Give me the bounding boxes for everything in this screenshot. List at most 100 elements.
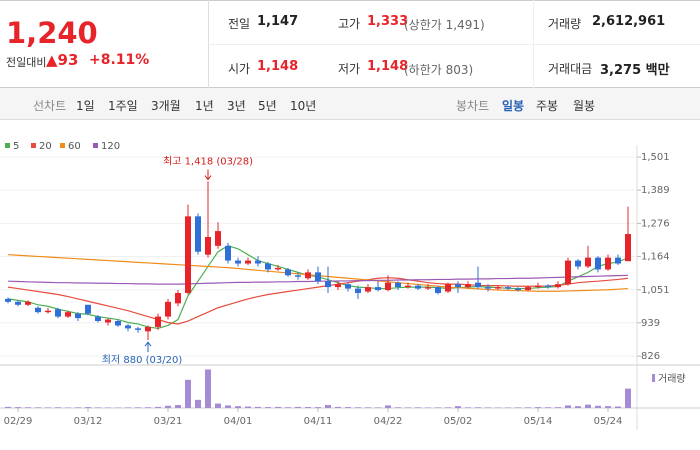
volume-bar bbox=[425, 407, 431, 408]
candle-body bbox=[615, 257, 621, 264]
candle-period-button[interactable]: 월봉 bbox=[573, 99, 596, 113]
volume-bar bbox=[245, 406, 251, 408]
candle-body bbox=[55, 309, 61, 317]
volume-bar bbox=[145, 407, 151, 408]
header bbox=[0, 0, 700, 88]
volume-bar bbox=[595, 405, 601, 408]
candle-body bbox=[565, 260, 571, 285]
change: ▲93 bbox=[46, 51, 79, 69]
volume-bar bbox=[395, 407, 401, 408]
x-tick-label: 04/11 bbox=[304, 416, 333, 427]
volume-bar bbox=[625, 388, 631, 408]
candle-body bbox=[335, 284, 341, 288]
candle-body bbox=[275, 267, 281, 270]
volume-bar bbox=[255, 406, 261, 408]
toolbar bbox=[0, 88, 700, 120]
candle-body bbox=[495, 287, 501, 289]
candle-body bbox=[25, 301, 31, 305]
candle-body bbox=[545, 285, 551, 288]
stat-value: 1,147 bbox=[257, 14, 299, 29]
volume-bar bbox=[155, 406, 161, 408]
candle-period-button[interactable]: 일봉 bbox=[502, 99, 525, 113]
volume-bar bbox=[105, 407, 111, 408]
candle-body bbox=[345, 284, 351, 289]
candle-body bbox=[265, 263, 271, 270]
x-tick-label: 03/21 bbox=[154, 416, 183, 427]
candle-body bbox=[325, 281, 331, 288]
candle-body bbox=[155, 316, 161, 327]
candle-period-button[interactable]: 주봉 bbox=[536, 99, 559, 113]
toolbar-label: 봉차트 bbox=[456, 99, 490, 113]
volume-bar bbox=[225, 405, 231, 408]
volume-bar bbox=[565, 405, 571, 408]
candle-body bbox=[285, 269, 291, 276]
candle-body bbox=[95, 316, 101, 322]
candle-body bbox=[85, 304, 91, 314]
candle-body bbox=[15, 301, 21, 305]
candle-body bbox=[575, 260, 581, 267]
candle-body bbox=[465, 284, 471, 288]
legend-swatch bbox=[60, 143, 65, 148]
candle-body bbox=[485, 287, 491, 289]
volume-bar bbox=[445, 407, 451, 408]
candle-body bbox=[235, 260, 241, 264]
volume-bar bbox=[485, 407, 491, 408]
volume-bar bbox=[275, 406, 281, 408]
x-tick-label: 03/12 bbox=[74, 416, 103, 427]
x-tick-label: 05/24 bbox=[594, 416, 623, 427]
period-button[interactable]: 3개월 bbox=[151, 99, 181, 113]
period-button[interactable]: 1일 bbox=[76, 99, 95, 113]
candle-body bbox=[355, 288, 361, 294]
volume-bar bbox=[295, 406, 301, 408]
legend-swatch bbox=[31, 143, 36, 148]
volume-bar bbox=[15, 407, 21, 408]
volume-bar bbox=[555, 407, 561, 408]
legend-label: 20 bbox=[39, 141, 52, 152]
annotation: 최고 1,418 (03/28) bbox=[163, 156, 253, 168]
divider bbox=[533, 0, 534, 88]
volume-bar bbox=[405, 407, 411, 408]
volume-bar bbox=[135, 407, 141, 408]
candle-body bbox=[375, 287, 381, 291]
change-label: 전일대비 bbox=[6, 56, 47, 69]
candle-body bbox=[295, 275, 301, 277]
volume-bar bbox=[465, 407, 471, 408]
stat-label: 거래량 bbox=[548, 17, 582, 31]
candle-body bbox=[555, 284, 561, 288]
volume-bar bbox=[165, 405, 171, 408]
legend-label: 5 bbox=[13, 141, 19, 152]
candle-body bbox=[415, 285, 421, 289]
volume-bar bbox=[285, 407, 291, 408]
volume-bar bbox=[415, 407, 421, 408]
stat-label: 고가 bbox=[338, 17, 361, 31]
candle-body bbox=[625, 234, 631, 262]
candle-body bbox=[585, 257, 591, 267]
stat-note: (하한가 803) bbox=[404, 63, 474, 77]
period-button[interactable]: 3년 bbox=[227, 99, 246, 113]
candle-body bbox=[185, 216, 191, 294]
y-tick-label: 939 bbox=[641, 318, 660, 329]
candle-body bbox=[455, 284, 461, 288]
candle-body bbox=[65, 312, 71, 317]
volume-bar bbox=[605, 406, 611, 408]
period-button[interactable]: 1년 bbox=[195, 99, 214, 113]
volume-bar bbox=[305, 407, 311, 408]
volume-bar bbox=[545, 407, 551, 408]
x-tick-label: 05/14 bbox=[524, 416, 553, 427]
volume-bar bbox=[315, 407, 321, 408]
volume-bar bbox=[365, 407, 371, 408]
candle-body bbox=[195, 216, 201, 252]
volume-bar bbox=[505, 407, 511, 408]
stat-label: 저가 bbox=[338, 62, 361, 76]
period-button[interactable]: 1주일 bbox=[108, 99, 138, 113]
legend-swatch bbox=[5, 143, 10, 148]
candle-body bbox=[315, 272, 321, 282]
volume-bar bbox=[25, 407, 31, 408]
volume-bar bbox=[525, 407, 531, 408]
period-button[interactable]: 5년 bbox=[258, 99, 277, 113]
candle-body bbox=[525, 287, 531, 291]
period-button[interactable]: 10년 bbox=[290, 99, 317, 113]
stat-value: 2,612,961 bbox=[592, 14, 666, 29]
volume-bar bbox=[265, 407, 271, 408]
volume-bar bbox=[235, 406, 241, 408]
